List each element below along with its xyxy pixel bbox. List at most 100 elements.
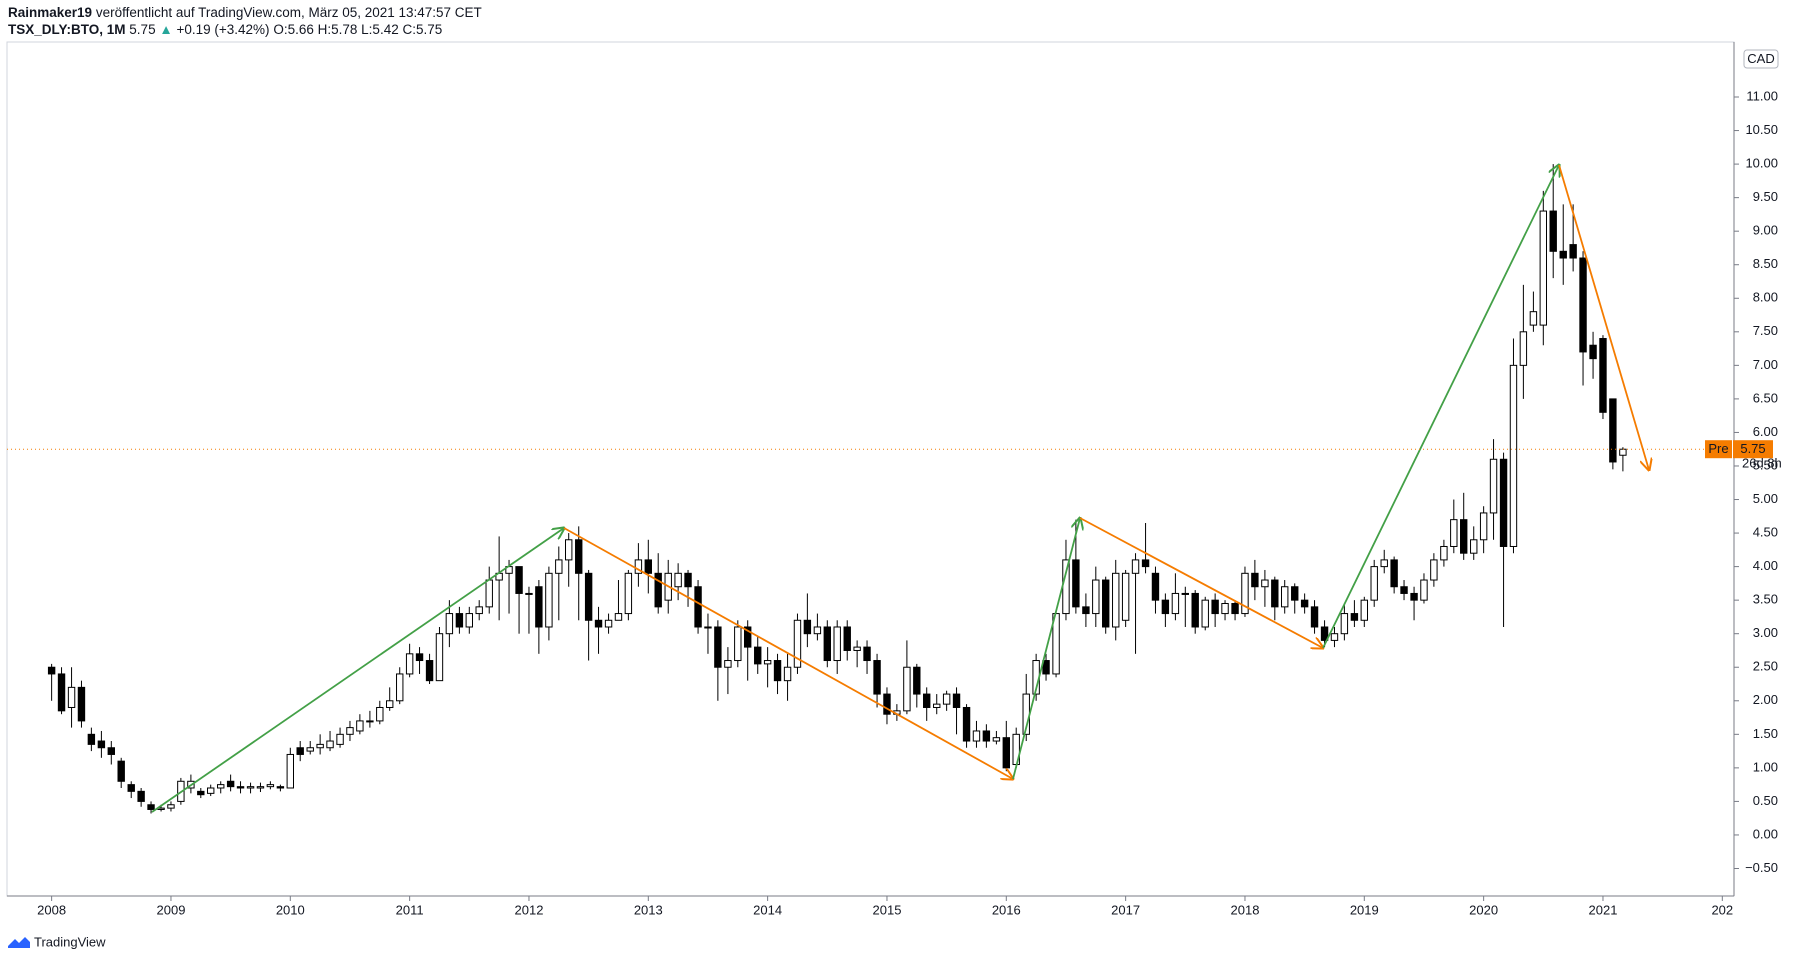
candle-body — [217, 784, 225, 789]
candle-body — [1251, 572, 1259, 588]
last-price-box — [1733, 440, 1773, 459]
candle-body — [336, 733, 344, 745]
logo-text: TradingView — [34, 934, 106, 949]
candle-body — [1082, 606, 1090, 615]
candle-body — [694, 586, 702, 628]
candle-body — [306, 747, 314, 752]
x-tick-label: 2019 — [1350, 902, 1379, 917]
candle-body — [1112, 572, 1120, 628]
candle-body — [1499, 458, 1508, 547]
candle-body — [704, 626, 712, 629]
x-tick-label: 2021 — [1589, 902, 1618, 917]
candle-body — [1221, 603, 1229, 615]
candle-body — [773, 660, 782, 682]
candle-body — [833, 626, 841, 662]
candle-body — [226, 780, 235, 788]
candle-body — [923, 693, 931, 708]
y-tick-label: 6.50 — [1753, 390, 1778, 405]
candle-body — [1310, 606, 1319, 628]
candle-body — [763, 660, 772, 665]
candle-body — [1231, 603, 1239, 615]
logo: TradingView — [8, 934, 106, 949]
candle-body — [1410, 592, 1418, 601]
published: veröffentlicht auf TradingView.com, März… — [96, 5, 482, 20]
candle-body — [1470, 539, 1478, 554]
candle-body — [843, 626, 851, 651]
candle-body — [286, 753, 294, 789]
candle-body — [1519, 331, 1528, 366]
currency: CAD — [1747, 51, 1774, 66]
y-tick-label: 4.00 — [1753, 558, 1778, 573]
candle-body — [356, 720, 364, 732]
candle-body — [684, 572, 692, 588]
candle-body — [1131, 559, 1140, 574]
candle-body — [396, 673, 404, 702]
candle-body — [962, 706, 971, 742]
candle-body — [1360, 599, 1369, 621]
candle-body — [346, 727, 354, 735]
y-tick-label: 4.50 — [1753, 525, 1778, 540]
y-tick-label: 3.50 — [1753, 592, 1778, 607]
x-tick-label: 2013 — [634, 902, 663, 917]
candle-body — [455, 613, 464, 628]
last: 5.75 — [129, 22, 155, 37]
candle-body — [425, 660, 434, 682]
candle-body — [1340, 613, 1349, 635]
candle-body — [734, 626, 742, 662]
trend-drawings — [151, 165, 1649, 813]
candle-body — [1161, 599, 1170, 615]
candle-body — [714, 626, 722, 668]
candle-body — [1460, 519, 1468, 554]
candle-body — [107, 747, 115, 755]
candle-body — [1489, 458, 1498, 514]
candle-body — [1271, 579, 1279, 608]
candle-body — [1350, 613, 1359, 621]
candle-body — [972, 730, 981, 742]
candle-body — [1559, 250, 1567, 259]
candle-body — [933, 703, 941, 708]
y-tick-label: 0.00 — [1753, 826, 1778, 841]
candle-body — [604, 619, 613, 628]
candle-body — [744, 626, 752, 648]
y-tick-label: 7.50 — [1753, 323, 1778, 338]
x-tick-label: 2012 — [515, 902, 544, 917]
candle-body — [1619, 448, 1627, 456]
price-prefix-box — [1705, 440, 1732, 459]
candle-body — [1092, 579, 1100, 615]
y-tick-label: 10.00 — [1745, 156, 1778, 171]
last-price-label: 5.75 — [1740, 441, 1765, 456]
candle-body — [1390, 559, 1398, 588]
candle-body — [445, 613, 454, 635]
candle-body — [813, 626, 822, 635]
y-tick-label: 9.00 — [1753, 223, 1778, 238]
y-tick-label: 8.50 — [1753, 256, 1778, 271]
high-label: H:5.78 — [318, 22, 358, 37]
candle-body — [1042, 660, 1050, 675]
candle-body — [1151, 572, 1160, 601]
candle-body — [47, 666, 56, 675]
trend-line — [1079, 517, 1323, 648]
y-tick-label: 10.50 — [1745, 122, 1778, 137]
header-line-1: Rainmaker19 veröffentlicht auf TradingVi… — [8, 5, 482, 20]
trend-line — [1322, 165, 1559, 649]
candle-body — [863, 646, 871, 662]
trend-line — [151, 528, 564, 813]
y-tick-label: 11.00 — [1746, 88, 1778, 103]
price-prefix: Pre — [1708, 441, 1728, 456]
candle-body — [276, 786, 285, 789]
candle-body — [1400, 586, 1408, 594]
y-tick-label: 5.50 — [1753, 457, 1778, 472]
candle-body — [724, 660, 732, 668]
candle-body — [485, 579, 493, 608]
candle-body — [197, 790, 205, 796]
x-tick-label: 2009 — [157, 902, 186, 917]
y-tick-label: 5.00 — [1753, 491, 1778, 506]
arrow: ▲ — [159, 22, 172, 37]
y-tick-label: 0.50 — [1753, 793, 1778, 808]
candle-body — [475, 606, 483, 615]
y-tick-label: 6.00 — [1753, 424, 1778, 439]
candle-body — [754, 646, 762, 665]
candles — [47, 164, 1627, 814]
candle-body — [1539, 210, 1548, 326]
candle-body — [644, 559, 653, 574]
